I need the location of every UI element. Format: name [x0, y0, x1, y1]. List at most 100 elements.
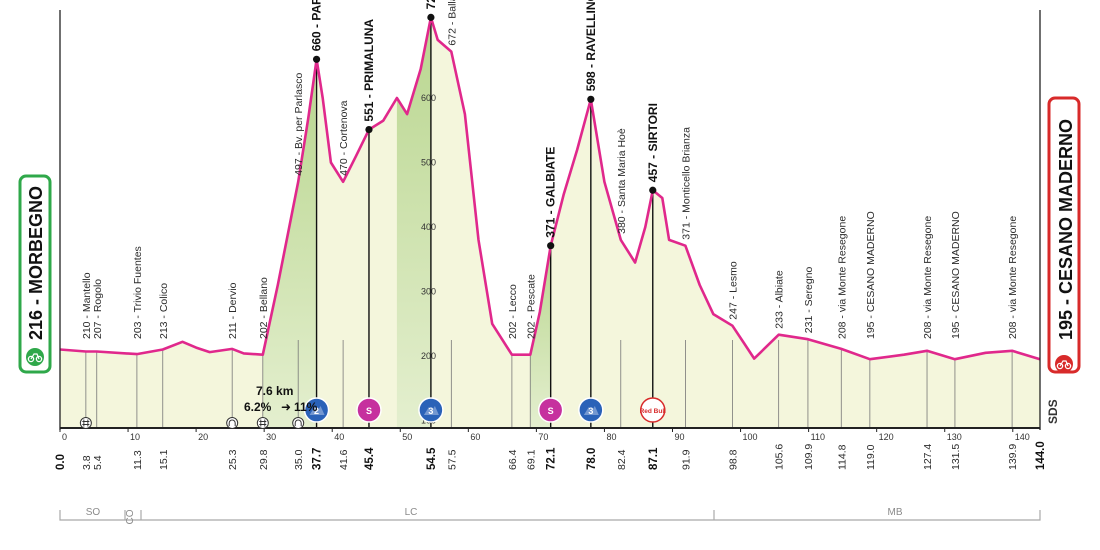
y-tick-label: 200 [421, 351, 436, 361]
drop-lines [85, 17, 1013, 428]
x-tick-label: 30 [266, 432, 276, 442]
climb-category: S [366, 406, 372, 416]
start-label: 216 - MORBEGNO [26, 186, 46, 340]
peak-dot [587, 95, 595, 103]
tunnel-icon [226, 417, 239, 429]
climb-detail-gradient: 6.2% [244, 400, 272, 414]
y-tick-label: 400 [421, 222, 436, 232]
km-label: 66.4 [507, 449, 519, 470]
x-tick-label: 90 [675, 432, 685, 442]
km-label: 41.6 [338, 449, 350, 470]
waypoint-label: 208 - via Monte Resegone [836, 216, 848, 339]
waypoint-label: 457 - SIRTORI [646, 103, 660, 182]
climb-category: 2 [314, 406, 319, 416]
sprint-icon [356, 397, 382, 423]
km-label: 105.6 [774, 444, 786, 470]
km-label: 119.0 [865, 444, 877, 470]
waypoint-label: 247 - Lesmo [727, 261, 739, 320]
waypoint-label: 470 - Cortenova [338, 100, 350, 175]
climb-fill-1 [396, 17, 431, 429]
kom-blue-icon [578, 397, 604, 423]
km-label: 139.9 [1007, 444, 1019, 470]
km-label: 91.9 [680, 449, 692, 470]
start-marker: 216 - MORBEGNO [18, 174, 52, 374]
km-label: 45.4 [364, 447, 376, 470]
km-label: 5.4 [92, 455, 104, 470]
km-label: 114.8 [836, 444, 848, 470]
km-label: 98.8 [727, 449, 739, 470]
waypoint-label: 497 - Bv. per Parlasco [293, 73, 305, 176]
waypoint-label: 208 - via Monte Resegone [1007, 216, 1019, 339]
x-axis-ticks: 0 10 20 30 40 50 60 70 80 90 100 110 120 130 140 [59, 428, 1030, 442]
km-label: 54.5 [426, 447, 438, 470]
waypoint-label: 725 - COLLE BALISIO [424, 0, 438, 9]
x-tick-label: 80 [606, 432, 616, 442]
climb-detail: 7.6 km 6.2% ➜ 11% [244, 384, 318, 414]
waypoint-label: 551 - PRIMALUNA [362, 19, 376, 122]
x-tick-label: 140 [1015, 432, 1030, 442]
km-label: 82.4 [616, 449, 628, 470]
x-tick-label: 110 [811, 432, 825, 442]
waypoint-label: 202 - Bellano [258, 277, 270, 339]
arrow-right-icon: ➜ [281, 400, 291, 414]
finish-label: 195 - CESANO MADERNO [1056, 119, 1076, 340]
climb-category: 3 [588, 406, 593, 416]
profile-line [59, 16, 1041, 361]
climb-badge-kom-blue: 3 [578, 397, 604, 423]
redbull-icon [640, 397, 666, 423]
waypoint-label: 203 - Trivio Fuentes [132, 246, 144, 339]
x-tick-label: 0 [62, 432, 67, 442]
zone-band [59, 510, 1041, 521]
km-label: 78.0 [586, 448, 598, 470]
sprint-icon [537, 397, 564, 423]
km-label: 37.7 [312, 448, 324, 470]
climb-category: S [548, 406, 554, 416]
zone-so: SO [86, 507, 101, 518]
waypoint-label: 233 - Albiate [774, 270, 786, 329]
waypoint-label: 207 - Rogolo [92, 279, 104, 339]
kom-blue-icon [418, 397, 444, 423]
x-tick-label: 20 [198, 432, 208, 442]
km-label: 29.8 [258, 449, 270, 470]
zone-mb: MB [888, 507, 903, 518]
crossing-icons [79, 417, 305, 429]
x-tick-label: 10 [130, 432, 140, 442]
x-tick-label: 70 [538, 432, 548, 442]
km-labels: 0.0 3.85.4 11.3 15.1 25.3 29.8 35.0 37.7 41.6 45.… [55, 441, 1047, 470]
climb-badge-redbull: Red Bull [640, 397, 667, 423]
waypoint-label: 371 - Monticello Brianza [680, 127, 692, 240]
climb-badge-sprint: S [356, 397, 382, 423]
km-label: 15.1 [158, 449, 170, 470]
waypoint-label: 380 - Santa Maria Hoè [616, 128, 628, 234]
x-tick-label: 120 [879, 432, 894, 442]
railway-crossing-icon [256, 417, 269, 429]
km-label: 0.0 [55, 454, 67, 470]
climb-category: 3 [428, 406, 433, 416]
waypoint-label: 371 - GALBIATE [544, 147, 558, 238]
waypoint-label: 202 - Pescate [525, 274, 537, 339]
waypoint-label: 598 - RAVELLINO [584, 0, 598, 91]
y-tick-label: 300 [421, 287, 436, 297]
waypoint-label: 660 - PARLASCO [310, 0, 324, 51]
climb-fill-2 [530, 245, 551, 428]
km-label: 109.9 [803, 444, 815, 470]
km-label: 127.4 [922, 444, 934, 470]
peak-dot [649, 186, 657, 194]
waypoint-label: 213 - Colico [158, 283, 170, 339]
climb-badge-kom-blue: 2 [303, 397, 330, 423]
kom-blue-icon [303, 397, 330, 423]
peak-dot [427, 13, 435, 21]
km-label: 72.1 [546, 447, 558, 470]
km-label: 25.3 [227, 449, 239, 470]
y-tick-label: 600 [421, 93, 436, 103]
waypoint-label: 672 - Ballabio [446, 0, 458, 46]
redbull-text: Red Bull [640, 408, 667, 415]
climb-detail-max: 11% [294, 400, 318, 414]
x-tick-label: 40 [334, 432, 344, 442]
x-tick-label: 130 [947, 432, 962, 442]
climb-badges: 2 S 3 S 3 Red Bull [303, 397, 667, 423]
zone-lc: LC [405, 507, 418, 518]
zone-co: CO [125, 509, 136, 524]
